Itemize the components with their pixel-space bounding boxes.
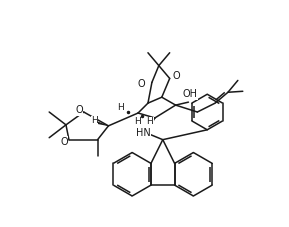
Text: HN: HN bbox=[136, 128, 151, 138]
Text: H: H bbox=[147, 117, 153, 126]
Text: O: O bbox=[173, 72, 180, 81]
Text: H: H bbox=[134, 117, 140, 126]
Text: H: H bbox=[117, 103, 124, 112]
Text: OH: OH bbox=[183, 89, 198, 99]
Text: H: H bbox=[91, 116, 98, 125]
Text: O: O bbox=[75, 105, 83, 115]
Polygon shape bbox=[94, 121, 109, 126]
Text: O: O bbox=[60, 137, 68, 147]
Text: O: O bbox=[137, 79, 145, 89]
